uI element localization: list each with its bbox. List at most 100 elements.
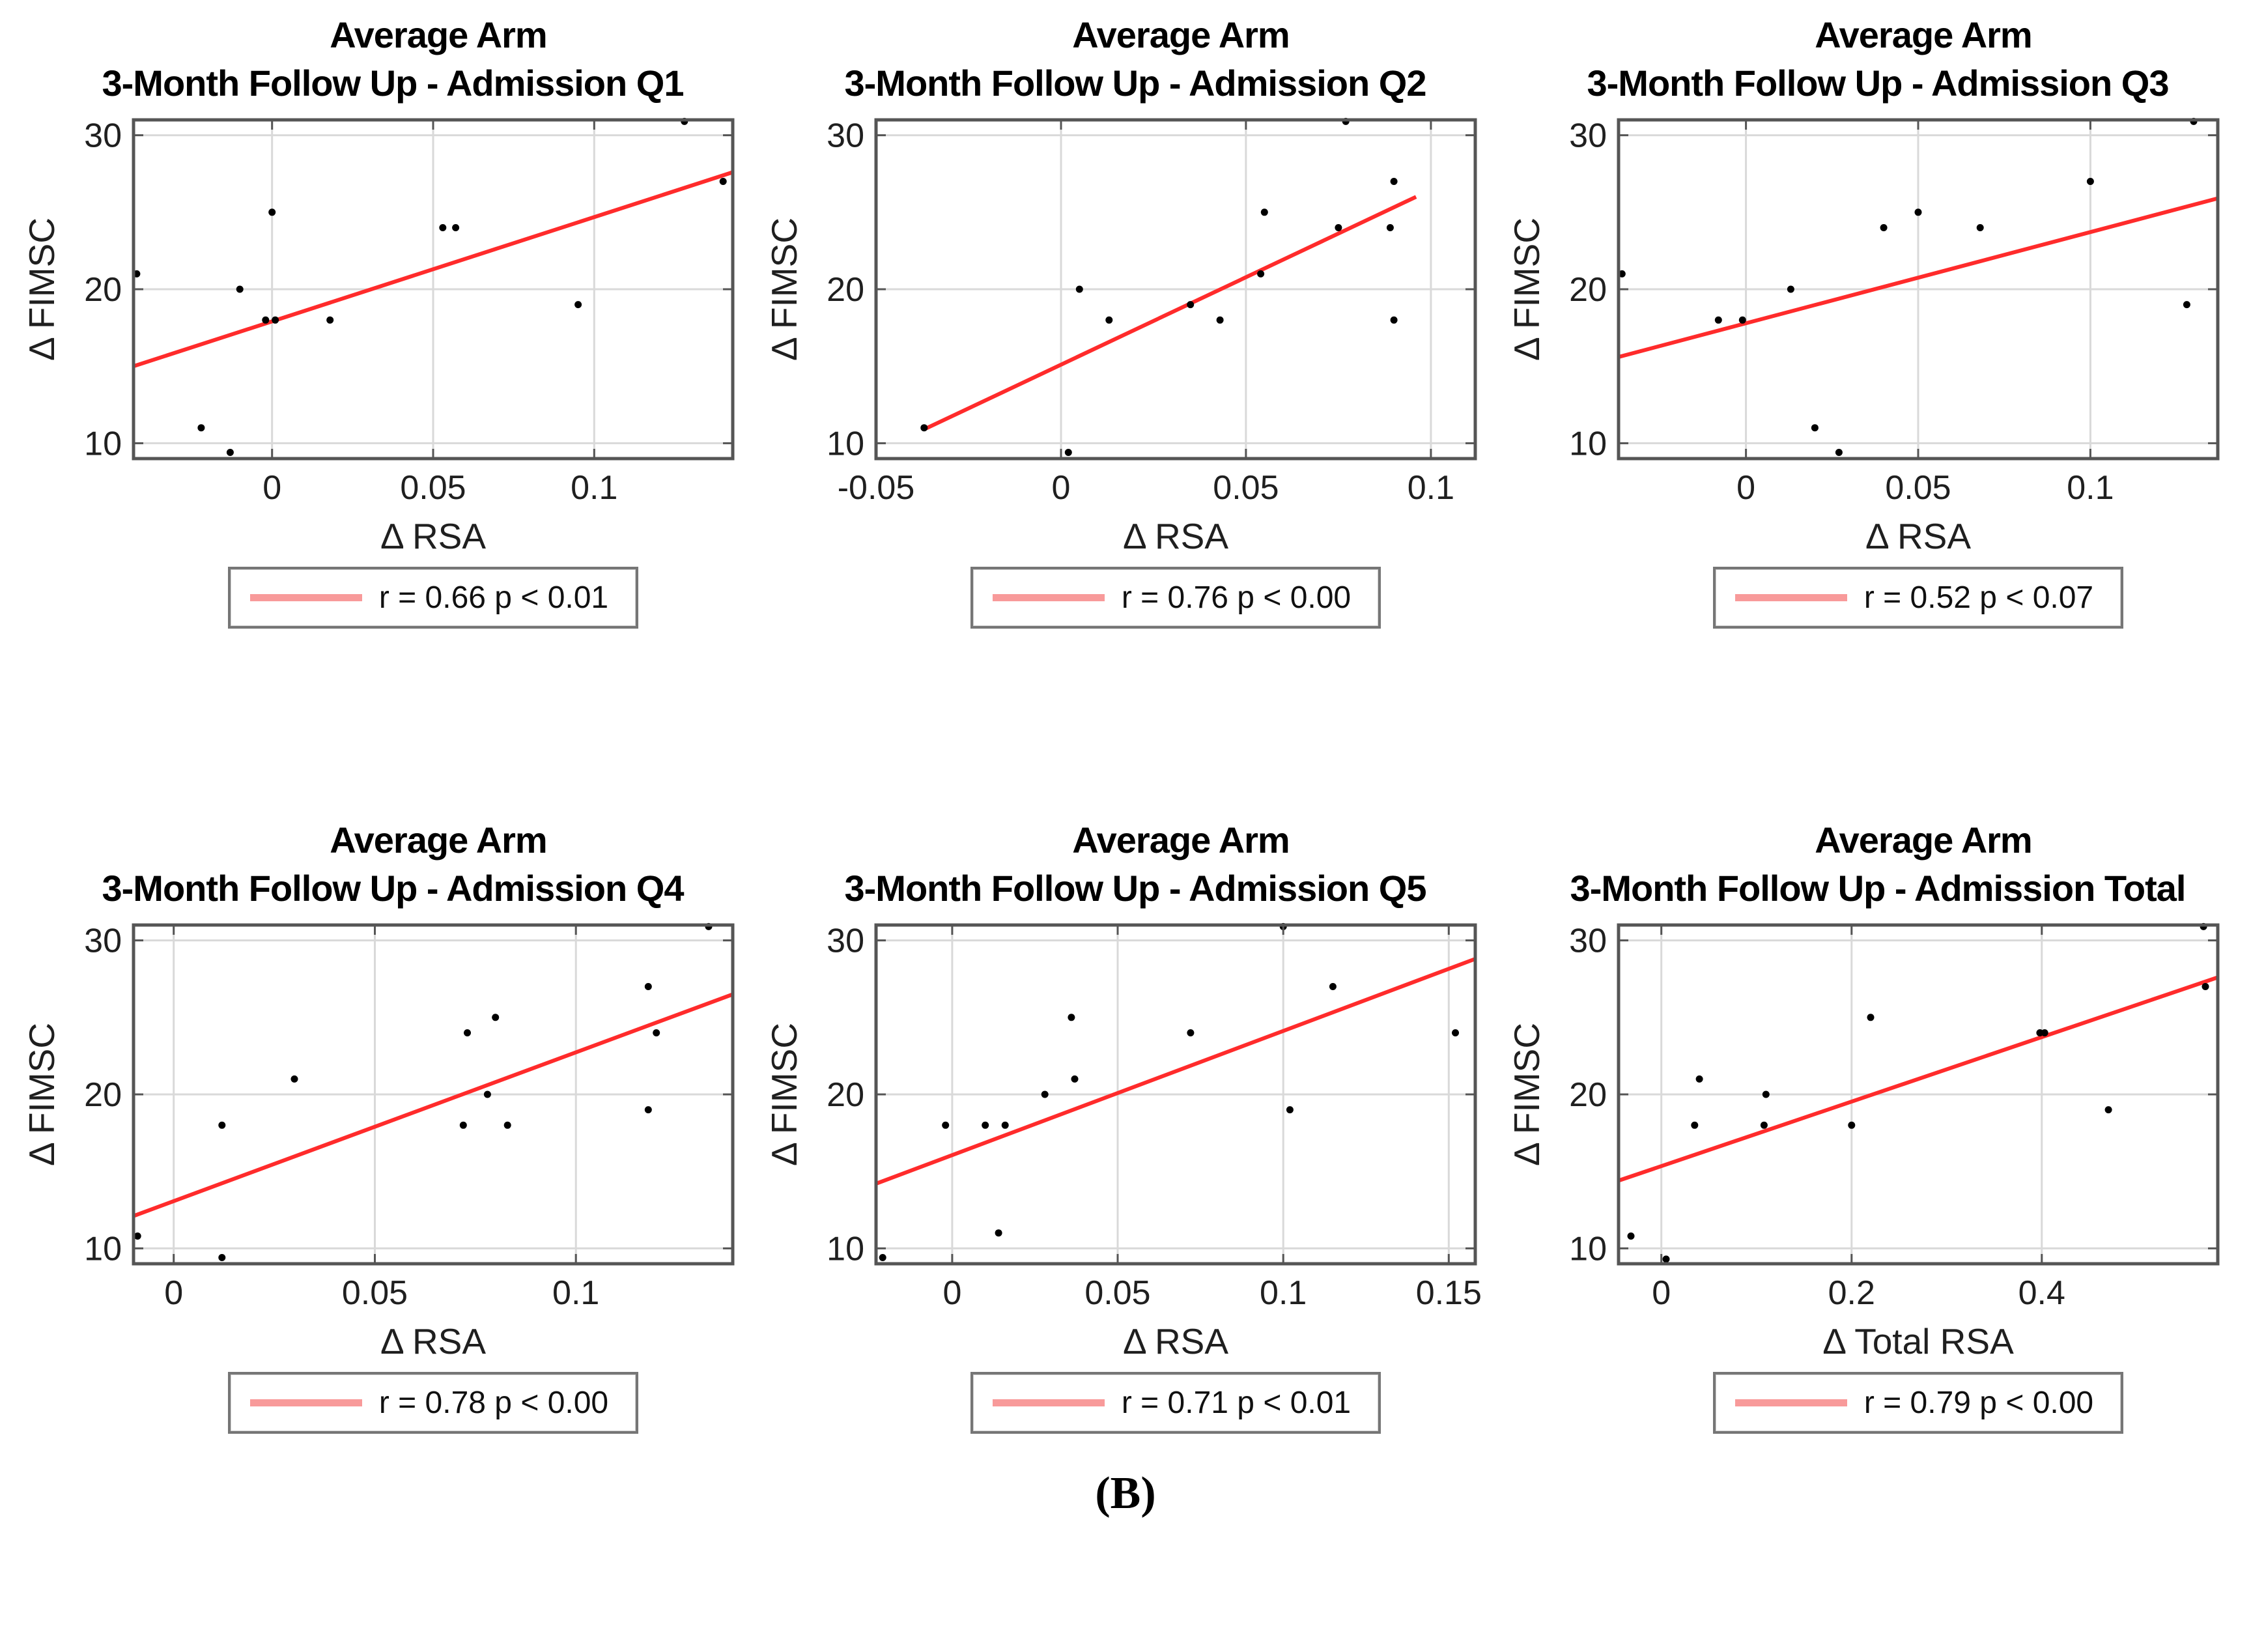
x-tick-label: 0.1 — [1260, 1274, 1307, 1312]
data-point — [226, 449, 234, 456]
data-point — [1618, 270, 1626, 278]
plot-svg-host: 0 0.2 0.4 10 20 30 Δ Total RSA Δ FIMSC — [1508, 916, 2228, 1372]
x-tick-label: 0.1 — [552, 1274, 599, 1312]
x-tick-label: 0.1 — [1408, 469, 1454, 507]
y-tick-label: 30 — [1569, 117, 1607, 155]
x-tick-label: 0 — [942, 1274, 961, 1312]
legend-label: r = 0.78 p < 0.00 — [378, 1386, 609, 1420]
data-point — [1041, 1090, 1049, 1098]
legend-box: r = 0.52 p < 0.07 — [1712, 567, 2124, 629]
y-tick-label: 20 — [827, 1076, 864, 1114]
y-tick-label: 10 — [84, 425, 122, 463]
y-tick-label: 10 — [827, 425, 864, 463]
data-point — [1286, 1106, 1294, 1114]
data-point — [1787, 285, 1794, 293]
y-tick-label: 20 — [1569, 271, 1607, 309]
x-tick-label: 0.05 — [342, 1274, 408, 1312]
data-point — [1914, 208, 1922, 216]
x-tick-label: 0 — [164, 1274, 183, 1312]
data-point — [1738, 316, 1746, 324]
data-point — [1880, 224, 1888, 231]
data-point — [1835, 449, 1843, 456]
data-point — [982, 1121, 989, 1129]
data-point — [1257, 270, 1265, 278]
legend-label: r = 0.52 p < 0.07 — [1863, 580, 2094, 615]
x-axis-label: Δ RSA — [380, 1321, 486, 1361]
y-tick-label: 10 — [827, 1230, 864, 1268]
data-point — [1075, 285, 1083, 293]
data-point — [2086, 178, 2094, 185]
data-point — [1390, 178, 1398, 185]
x-tick-label: 0.2 — [1828, 1274, 1875, 1312]
plot-title-line2: 3-Month Follow Up - Admission Q5 — [844, 868, 1427, 909]
data-point — [1064, 449, 1072, 456]
legend-row: r = 0.71 p < 0.01 — [876, 1372, 1475, 1434]
y-tick-label: 10 — [1569, 425, 1607, 463]
data-point — [1662, 1255, 1670, 1263]
y-tick-label: 20 — [84, 271, 122, 309]
x-axis-label: Δ RSA — [1123, 516, 1228, 556]
y-tick-label: 10 — [84, 1230, 122, 1268]
plot-title-line1: Average Arm — [1815, 819, 2032, 861]
x-axis-label: Δ Total RSA — [1822, 1321, 2014, 1361]
data-point — [2183, 301, 2190, 309]
y-tick-label: 30 — [84, 117, 122, 155]
scatter-plot: 0 0.05 0.1 10 20 30 Δ RSA Δ FIMSC — [23, 922, 735, 1361]
data-point — [1452, 1029, 1459, 1036]
data-point — [2041, 1029, 2048, 1036]
data-point — [1714, 316, 1722, 324]
data-point — [1695, 1075, 1703, 1083]
legend-label: r = 0.71 p < 0.01 — [1121, 1386, 1352, 1420]
legend-box: r = 0.79 p < 0.00 — [1712, 1372, 2124, 1434]
plot-svg-host: 0 0.05 0.1 10 20 30 Δ RSA Δ FIMSC — [23, 916, 743, 1372]
y-axis-label: Δ FIMSC — [1508, 1023, 1547, 1166]
data-point — [574, 301, 582, 309]
data-point — [290, 1075, 298, 1083]
legend-label: r = 0.79 p < 0.00 — [1863, 1386, 2094, 1420]
data-point — [1216, 316, 1224, 324]
y-tick-label: 30 — [827, 117, 864, 155]
trendline — [133, 170, 733, 369]
data-point — [1068, 1014, 1075, 1021]
data-point — [644, 983, 652, 990]
legend-row: r = 0.76 p < 0.00 — [876, 567, 1475, 629]
data-point — [483, 1090, 491, 1098]
y-axis-label: Δ FIMSC — [765, 1023, 804, 1166]
x-tick-label: 0.15 — [1416, 1274, 1482, 1312]
subplot-cell: Average Arm 3-Month Follow Up - Admissio… — [23, 814, 743, 1434]
plot-svg-host: 0 0.05 0.1 10 20 30 Δ RSA Δ FIMSC — [1508, 111, 2228, 567]
x-tick-label: 0 — [1052, 469, 1071, 507]
x-tick-label: 0 — [1652, 1274, 1671, 1312]
plot-svg-host: 0 0.05 0.1 10 20 30 Δ RSA Δ FIMSC — [23, 111, 743, 567]
x-tick-label: 0 — [262, 469, 281, 507]
data-point — [995, 1229, 1002, 1237]
legend-line-sample — [249, 1399, 362, 1406]
data-point — [272, 316, 279, 324]
x-tick-label: 0.1 — [571, 469, 617, 507]
plot-svg-host: -0.05 0 0.05 0.1 10 20 30 Δ RSA Δ FIMSC — [765, 111, 1486, 567]
y-tick-label: 20 — [827, 271, 864, 309]
data-point — [719, 178, 727, 185]
y-tick-label: 20 — [84, 1076, 122, 1114]
data-point — [218, 1121, 226, 1129]
plot-title-line1: Average Arm — [1815, 14, 2032, 55]
data-point — [644, 1106, 652, 1114]
subplot-cell: Average Arm 3-Month Follow Up - Admissio… — [1508, 814, 2228, 1434]
plot-title-line1: Average Arm — [330, 819, 547, 861]
scatter-plot: 0 0.05 0.1 10 20 30 Δ RSA Δ FIMSC — [23, 117, 735, 556]
data-point — [1691, 1121, 1699, 1129]
data-point — [920, 424, 928, 432]
y-axis-label: Δ FIMSC — [1508, 218, 1547, 361]
data-point — [1187, 1029, 1195, 1036]
x-tick-label: 0.05 — [400, 469, 466, 507]
data-point — [459, 1121, 467, 1129]
data-point — [653, 1029, 660, 1036]
legend-box: r = 0.66 p < 0.01 — [227, 567, 639, 629]
legend-row: r = 0.78 p < 0.00 — [134, 1372, 733, 1434]
legend-line-sample — [1734, 594, 1847, 601]
plot-title-line2: 3-Month Follow Up - Admission Q4 — [102, 868, 685, 909]
trendline — [875, 957, 1477, 1186]
data-point — [1760, 1121, 1768, 1129]
figure-panel-label: (B) — [1095, 1468, 1156, 1518]
trendline — [132, 992, 734, 1218]
